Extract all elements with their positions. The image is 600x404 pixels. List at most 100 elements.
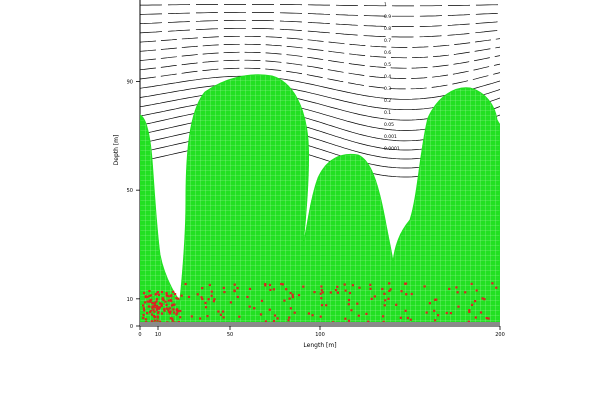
red-cell (233, 283, 236, 286)
red-cell (155, 298, 158, 301)
red-cell (157, 307, 160, 310)
red-cell (448, 287, 451, 290)
contour-line (140, 59, 500, 79)
red-cell (370, 297, 373, 300)
red-cell (329, 291, 332, 294)
x-tick-label: 50 (227, 332, 233, 338)
red-cell (347, 298, 351, 302)
red-cell (177, 297, 180, 300)
red-cell (272, 320, 276, 323)
red-cell (153, 316, 157, 319)
red-cell (384, 299, 387, 302)
red-cell (434, 319, 437, 322)
red-cell (474, 300, 477, 303)
red-cell (468, 309, 471, 312)
red-cell (319, 292, 322, 295)
red-cell (222, 286, 225, 289)
ground-strip (140, 322, 500, 327)
red-cell (167, 308, 170, 311)
red-cell (320, 285, 323, 288)
y-tick-group: 0 10 50 90 (127, 80, 140, 330)
red-cell (233, 289, 236, 292)
red-cell (456, 291, 459, 294)
contour-label: 0.2 (384, 98, 391, 104)
red-cell (179, 316, 182, 319)
red-cell (246, 295, 249, 298)
red-cell (156, 304, 159, 308)
red-cell (153, 302, 156, 305)
red-cell (160, 304, 163, 307)
red-cell (156, 291, 159, 294)
red-cell (433, 298, 437, 301)
red-cell (389, 288, 392, 291)
red-cell (206, 315, 209, 318)
red-cell (148, 290, 151, 293)
red-cell (481, 297, 484, 300)
red-cell (169, 317, 172, 320)
red-cell (320, 297, 323, 300)
red-cell (171, 319, 174, 322)
contour-line (140, 27, 500, 38)
contour-label: 0.001 (384, 134, 397, 140)
red-cell (160, 312, 164, 315)
red-cell (289, 291, 292, 295)
contour-label: 0.1 (384, 110, 391, 116)
red-cell (405, 293, 408, 296)
red-cell (171, 317, 174, 320)
red-cell (449, 312, 452, 315)
red-cell (388, 282, 391, 285)
red-cell (395, 303, 398, 306)
red-cell (435, 298, 438, 301)
red-cell (406, 316, 409, 320)
red-cell (150, 313, 153, 316)
y-axis-label: Depth [m] (113, 135, 120, 166)
x-tick-label: 100 (315, 332, 325, 338)
red-cell (365, 312, 368, 315)
red-cell (171, 303, 175, 306)
red-cell (272, 288, 275, 291)
red-cell (200, 296, 203, 299)
red-cell (269, 288, 272, 291)
red-cell (143, 301, 147, 304)
red-cell (142, 304, 145, 307)
red-cell (264, 284, 267, 287)
red-cell (259, 313, 263, 316)
red-cell (268, 283, 272, 287)
red-cell (297, 294, 301, 297)
red-cell (479, 311, 483, 314)
red-cell (144, 318, 148, 321)
red-cell (382, 315, 385, 318)
red-cell (485, 317, 488, 320)
red-cell (455, 286, 458, 289)
red-cell (142, 313, 145, 317)
red-cell (433, 309, 436, 312)
red-cell (204, 306, 208, 309)
red-cell (159, 302, 162, 305)
red-cell (151, 301, 154, 305)
red-cell-scatter (142, 282, 498, 324)
green-cell-region (140, 74, 500, 326)
red-cell (428, 302, 431, 305)
red-cell (464, 291, 467, 294)
red-cell (260, 299, 264, 302)
red-cell (264, 283, 267, 286)
red-cell (160, 290, 163, 294)
red-cell (177, 309, 180, 312)
red-cell (173, 303, 176, 306)
red-cell (400, 290, 403, 293)
red-cell (423, 285, 426, 288)
red-cell (201, 297, 204, 301)
red-cell (147, 300, 150, 303)
red-cell (445, 311, 448, 315)
red-cell (236, 295, 239, 298)
red-cell (144, 295, 147, 298)
red-cell (313, 291, 316, 294)
red-cell (155, 300, 158, 303)
red-cell (248, 287, 252, 290)
contour-label: 0.0001 (384, 146, 400, 152)
y-tick-label: 0 (130, 324, 133, 330)
red-cell (382, 320, 385, 323)
red-cell (276, 317, 279, 320)
